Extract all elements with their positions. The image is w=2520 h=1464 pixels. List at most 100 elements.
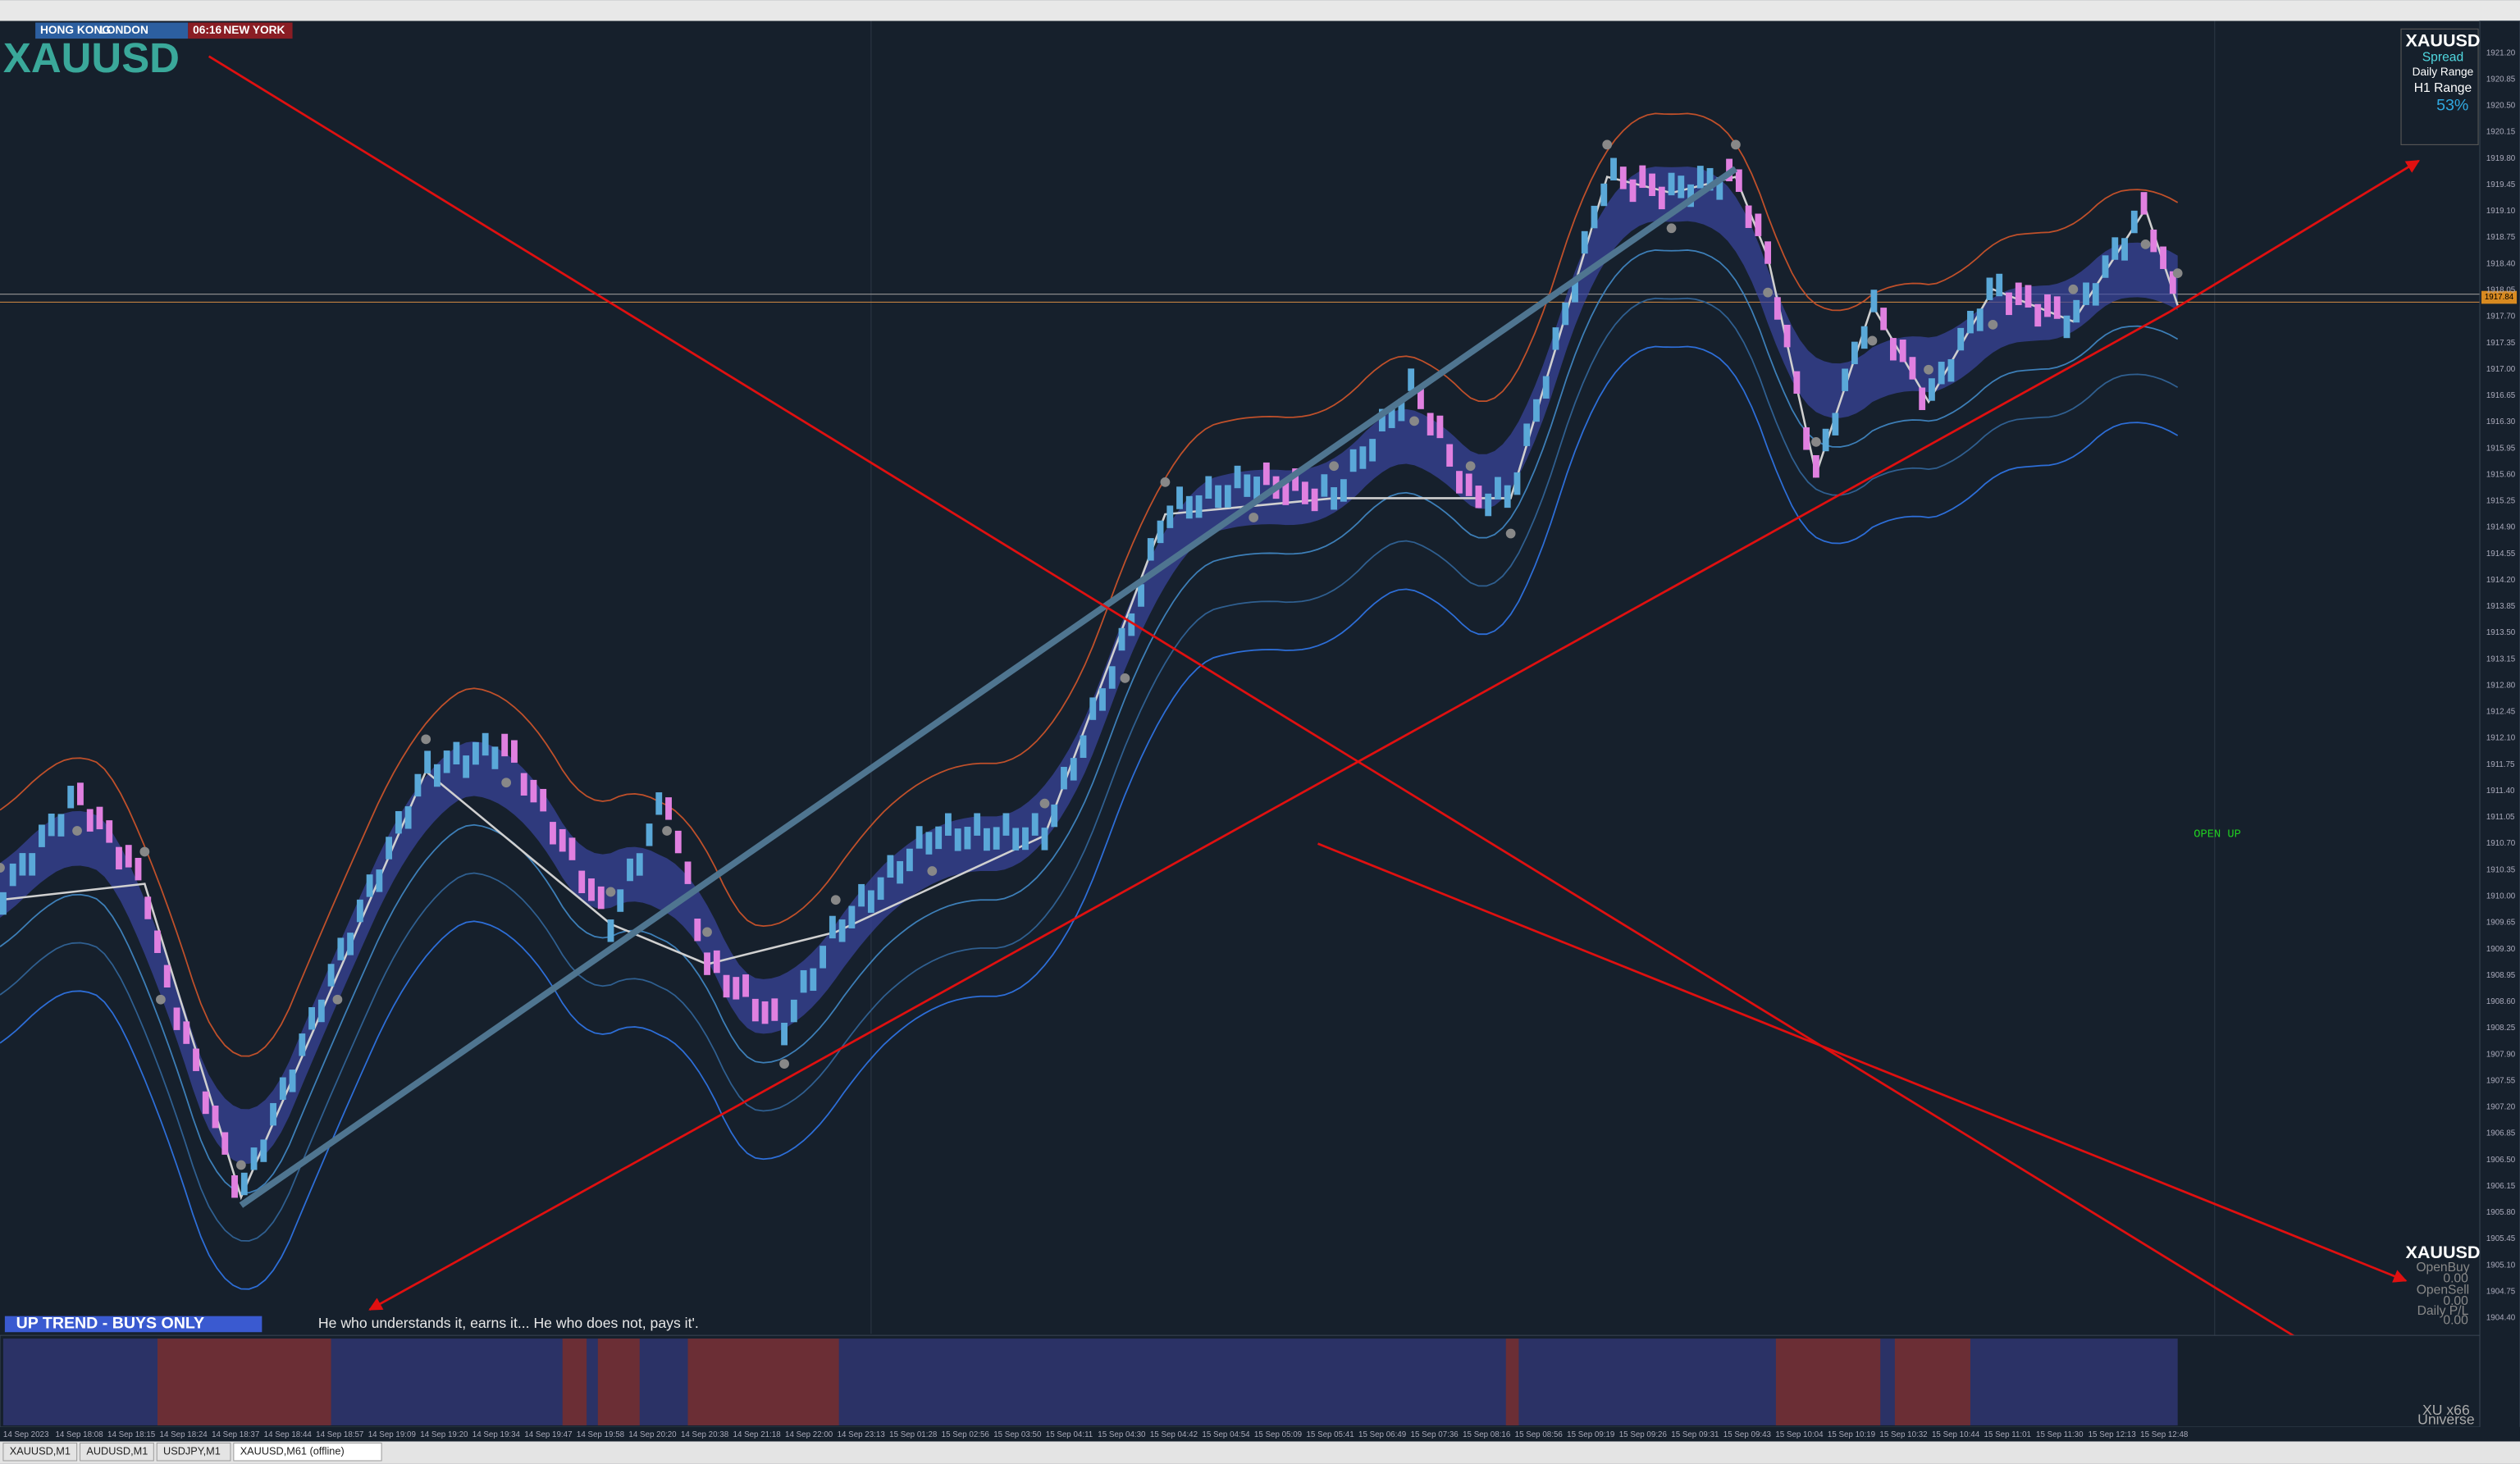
candle [2025,285,2032,308]
price-tick-label: 1920.15 [2486,128,2516,137]
candle [906,848,913,872]
candle [1321,474,1328,497]
price-tick-label: 1917.35 [2486,339,2516,348]
candle [2044,294,2051,317]
candle [781,1022,788,1046]
time-tick-label: 14 Sep 2023 [3,1430,49,1439]
time-tick-label: 15 Sep 09:26 [1619,1430,1668,1439]
price-tick-label: 1906.15 [2486,1182,2516,1191]
price-tick-label: 1913.85 [2486,602,2516,611]
time-tick-label: 15 Sep 10:19 [1828,1430,1875,1439]
candle [829,915,836,939]
swing-dot [421,734,431,745]
candle [1128,613,1135,636]
candle [993,827,1000,850]
candle [1359,446,1367,469]
tab-label[interactable]: USDJPY,M1 [163,1445,221,1457]
price-tick-label: 1914.20 [2486,576,2516,585]
time-tick-label: 15 Sep 05:41 [1306,1430,1354,1439]
trend-block [158,1339,331,1425]
candle [1610,157,1617,180]
candle [1523,423,1531,446]
candle [887,855,894,878]
swing-dot [332,994,343,1005]
candle [1418,386,1424,409]
trade-value: 0.00 [2443,1314,2468,1328]
swing-dot [72,826,82,836]
time-tick-label: 15 Sep 09:43 [1723,1430,1772,1439]
candle [1485,493,1492,517]
candle [1822,428,1829,452]
swing-dot [1602,139,1613,150]
tab[interactable] [233,1442,382,1462]
candle [193,1048,199,1071]
price-tick-label: 1910.35 [2486,865,2516,874]
session-bar [188,22,293,39]
candle [1976,308,1984,331]
tab-label[interactable]: AUDUSD,M1 [86,1445,148,1457]
price-tick-label: 1911.75 [2486,760,2515,769]
price-tick-label: 1919.45 [2486,180,2516,189]
candle [1311,488,1318,512]
swing-dot [1329,461,1339,472]
time-tick-label: 14 Sep 20:20 [628,1430,677,1439]
time-tick-label: 15 Sep 07:36 [1411,1430,1459,1439]
time-tick-label: 15 Sep 06:49 [1358,1430,1406,1439]
time-tick-label: 15 Sep 04:42 [1150,1430,1198,1439]
candle [550,822,556,845]
candle [1244,474,1251,497]
candle [1639,165,1646,189]
swing-dot [501,778,512,788]
quote: He who understands it, earns it... He wh… [318,1315,699,1331]
trend-block [562,1339,587,1425]
candle [1764,241,1772,264]
candle [0,892,7,915]
swing-dot [2068,284,2079,294]
candle [463,755,470,778]
candle [2073,299,2080,323]
trade-label: Daily P/L [2417,1304,2469,1318]
trade-label: OpenSell [2417,1283,2469,1297]
candle [67,786,75,809]
swing-dot [1763,287,1773,298]
candle [617,889,624,912]
candle [1147,538,1154,561]
candle [212,1106,219,1129]
price-tick-label: 1916.30 [2486,417,2516,426]
candle [48,813,55,837]
candle [2111,237,2119,260]
trend-banner: UP TREND - BUYS ONLY [16,1315,205,1333]
candle [1388,405,1395,428]
candle [424,750,431,773]
tab-label[interactable]: XAUUSD,M1 [10,1445,71,1457]
candle [1205,476,1212,499]
candle [751,998,759,1022]
swing-dot [156,994,166,1005]
candle [713,950,720,974]
candle [19,853,26,876]
candle [125,845,132,868]
swing-dot [830,895,841,905]
info-label: Spread [2422,51,2464,65]
price-tick-label: 1906.50 [2486,1156,2516,1165]
price-tick-label: 1920.85 [2486,75,2516,84]
candle [1331,487,1338,510]
tab-label[interactable]: XAUUSD,M61 (offline) [240,1445,345,1457]
candle [1301,481,1308,504]
candle [317,999,325,1023]
candle [395,810,402,834]
candle [1870,290,1878,312]
candle [1195,495,1203,518]
time-tick-label: 15 Sep 03:50 [993,1430,1042,1439]
price-tick-label: 1906.85 [2486,1129,2516,1138]
tab[interactable] [80,1442,154,1462]
candle [1572,280,1578,303]
candle [1118,627,1125,651]
time-tick-label: 14 Sep 22:00 [785,1430,833,1439]
tab[interactable] [2,1442,78,1462]
candle [1051,804,1058,828]
swing-dot [1039,798,1050,809]
price-tick-label: 1919.10 [2486,207,2516,216]
tab[interactable] [156,1442,231,1462]
candle [1504,485,1511,509]
